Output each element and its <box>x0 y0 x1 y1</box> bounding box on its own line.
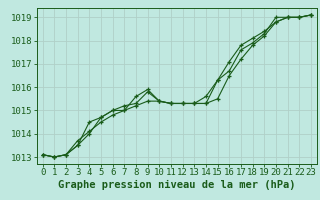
X-axis label: Graphe pression niveau de la mer (hPa): Graphe pression niveau de la mer (hPa) <box>58 180 296 190</box>
